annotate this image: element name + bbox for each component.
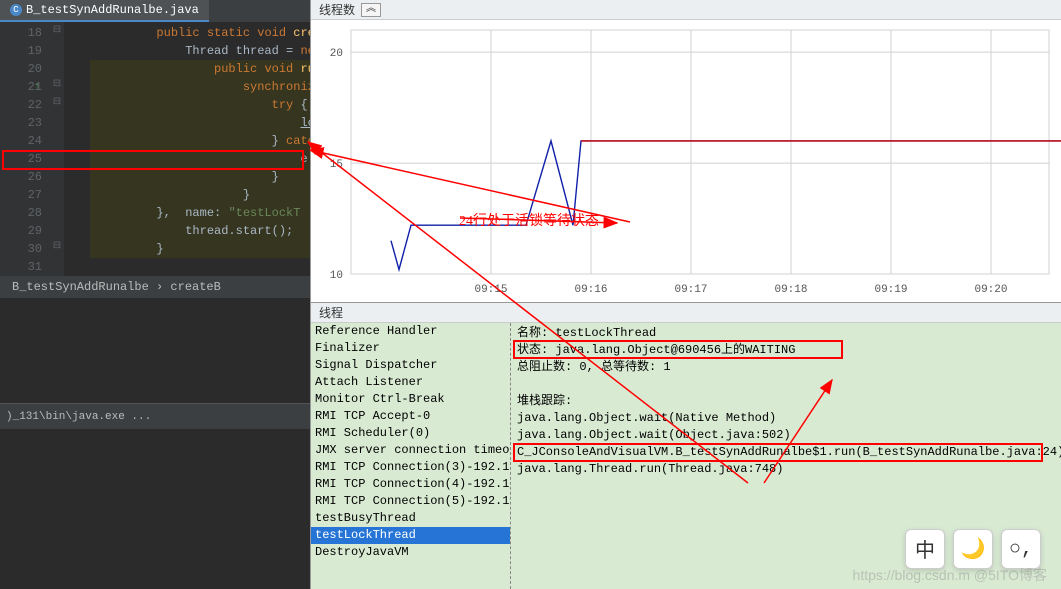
file-tab-label: B_testSynAddRunalbe.java — [26, 3, 199, 17]
chart-collapse-button[interactable]: ︽ — [361, 3, 381, 17]
fold-column: ⊟⊟⊟⊟ — [50, 22, 64, 276]
thread-list-item[interactable]: Attach Listener — [311, 374, 510, 391]
svg-text:09:15: 09:15 — [474, 284, 507, 296]
dark-mode-button[interactable]: 🌙 — [953, 529, 993, 569]
file-tab[interactable]: C B_testSynAddRunalbe.java — [0, 0, 209, 22]
thread-detail-line: C_JConsoleAndVisualVM.B_testSynAddRunalb… — [517, 444, 1061, 461]
thread-list-item[interactable]: Finalizer — [311, 340, 510, 357]
svg-text:09:20: 09:20 — [974, 284, 1007, 296]
svg-text:10: 10 — [330, 270, 343, 282]
thread-list-item[interactable]: RMI TCP Connection(5)-192.168.30. — [311, 493, 510, 510]
thread-list[interactable]: Reference HandlerFinalizerSignal Dispatc… — [311, 323, 511, 589]
thread-list-item[interactable]: Reference Handler — [311, 323, 510, 340]
thread-panel-title: 线程 — [311, 303, 1061, 323]
svg-text:09:19: 09:19 — [874, 284, 907, 296]
svg-text:09:16: 09:16 — [574, 284, 607, 296]
thread-list-item[interactable]: RMI TCP Connection(3)-192.168.30. — [311, 459, 510, 476]
chart-header: 线程数 ︽ — [311, 0, 1061, 20]
ime-toggle-button[interactable]: 中 — [905, 529, 945, 569]
thread-list-item[interactable]: DestroyJavaVM — [311, 544, 510, 561]
monitor-pane: 线程数 ︽ 10 15 20 09:15 09:16 09:17 09:18 09:19 09:… — [310, 0, 1061, 589]
thread-detail-line: java.lang.Object.wait(Native Method) — [517, 410, 1061, 427]
svg-text:15: 15 — [330, 159, 343, 171]
editor-pane: C B_testSynAddRunalbe.java 1819202122232… — [0, 0, 310, 589]
thread-list-item[interactable]: testLockThread — [311, 527, 510, 544]
svg-text:09:17: 09:17 — [674, 284, 707, 296]
class-icon: C — [10, 4, 22, 16]
line-gutter: 1819202122232425262728293031 — [0, 22, 50, 276]
thread-detail-line: java.lang.Thread.run(Thread.java:748) — [517, 461, 1061, 478]
thread-detail-line: 堆栈跟踪: — [517, 393, 1061, 410]
thread-list-item[interactable]: testBusyThread — [311, 510, 510, 527]
punctuation-button[interactable]: ○, — [1001, 529, 1041, 569]
thread-detail-line: 状态: java.lang.Object@690456上的WAITING — [517, 342, 1061, 359]
thread-list-item[interactable]: JMX server connection timeout 13 — [311, 442, 510, 459]
thread-detail-line — [517, 376, 1061, 393]
thread-list-item[interactable]: RMI TCP Accept-0 — [311, 408, 510, 425]
thread-list-item[interactable]: Signal Dispatcher — [311, 357, 510, 374]
thread-detail-line: 名称: testLockThread — [517, 325, 1061, 342]
chart-area: 10152009:1509:1609:1709:1809:1909:20 24行… — [311, 20, 1061, 302]
thread-detail-line: 总阻止数: 0, 总等待数: 1 — [517, 359, 1061, 376]
run-marker-icon: ↑ — [34, 79, 44, 89]
thread-detail-line: java.lang.Object.wait(Object.java:502) — [517, 427, 1061, 444]
thread-list-item[interactable]: RMI TCP Connection(4)-192.168.30. — [311, 476, 510, 493]
thread-count-chart: 10 15 20 09:15 09:16 09:17 09:18 09:19 09:20 — [311, 20, 1061, 302]
code-area[interactable]: 1819202122232425262728293031 ⊟⊟⊟⊟ public… — [0, 22, 310, 276]
floating-toolbar: 中 🌙 ○, — [905, 529, 1041, 569]
thread-list-item[interactable]: Monitor Ctrl-Break — [311, 391, 510, 408]
svg-text:20: 20 — [330, 48, 343, 60]
breadcrumb[interactable]: B_testSynAddRunalbe › createB — [0, 276, 310, 298]
run-output-bar: )_131\bin\java.exe ... — [0, 403, 310, 429]
svg-text:09:18: 09:18 — [774, 284, 807, 296]
chart-title: 线程数 — [319, 1, 355, 18]
thread-list-item[interactable]: RMI Scheduler(0) — [311, 425, 510, 442]
code-content: public static void createLo Thread threa… — [64, 22, 310, 276]
tab-bar: C B_testSynAddRunalbe.java — [0, 0, 310, 22]
